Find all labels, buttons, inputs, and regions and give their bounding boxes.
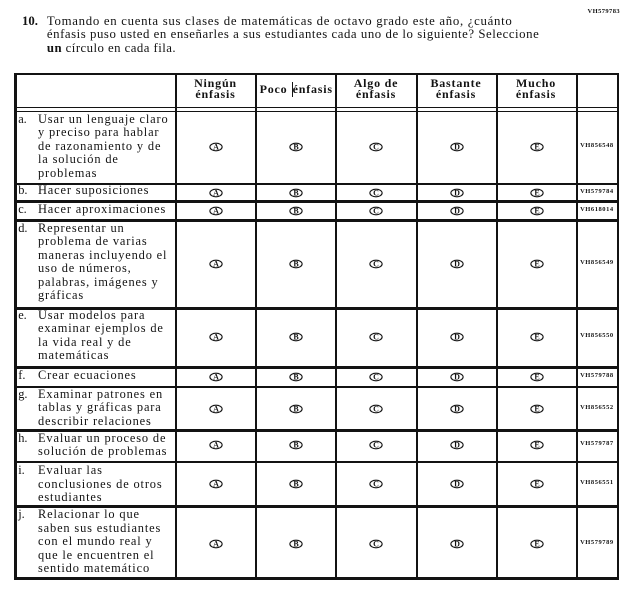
svg-text:C: C — [373, 207, 379, 216]
svg-text:A: A — [213, 404, 219, 413]
svg-text:C: C — [373, 333, 379, 342]
svg-text:A: A — [213, 373, 219, 382]
svg-text:B: B — [293, 188, 299, 197]
svg-text:D: D — [454, 260, 460, 269]
svg-text:A: A — [213, 539, 219, 548]
svg-text:A: A — [213, 207, 219, 216]
svg-text:A: A — [213, 441, 219, 450]
svg-text:C: C — [373, 143, 379, 152]
svg-text:C: C — [373, 373, 379, 382]
svg-text:E: E — [534, 188, 539, 197]
svg-text:C: C — [373, 441, 379, 450]
svg-text:E: E — [534, 333, 539, 342]
svg-text:E: E — [534, 480, 539, 489]
svg-text:D: D — [454, 188, 460, 197]
svg-text:C: C — [373, 188, 379, 197]
svg-text:E: E — [534, 143, 539, 152]
svg-text:D: D — [454, 373, 460, 382]
svg-text:C: C — [373, 539, 379, 548]
svg-text:B: B — [293, 404, 299, 413]
svg-text:D: D — [454, 441, 460, 450]
svg-text:B: B — [293, 207, 299, 216]
svg-text:E: E — [534, 441, 539, 450]
svg-text:A: A — [213, 143, 219, 152]
svg-text:C: C — [373, 260, 379, 269]
svg-text:E: E — [534, 404, 539, 413]
svg-text:B: B — [293, 333, 299, 342]
svg-text:B: B — [293, 373, 299, 382]
svg-text:D: D — [454, 333, 460, 342]
svg-text:E: E — [534, 207, 539, 216]
svg-text:A: A — [213, 188, 219, 197]
svg-text:C: C — [373, 480, 379, 489]
svg-text:D: D — [454, 143, 460, 152]
svg-text:D: D — [454, 480, 460, 489]
svg-text:E: E — [534, 260, 539, 269]
svg-text:B: B — [293, 539, 299, 548]
svg-text:C: C — [373, 404, 379, 413]
svg-text:B: B — [293, 143, 299, 152]
svg-text:D: D — [454, 539, 460, 548]
svg-text:B: B — [293, 441, 299, 450]
svg-text:E: E — [534, 373, 539, 382]
svg-text:D: D — [454, 404, 460, 413]
svg-text:B: B — [293, 260, 299, 269]
svg-text:A: A — [213, 480, 219, 489]
svg-text:D: D — [454, 207, 460, 216]
svg-text:E: E — [534, 539, 539, 548]
svg-text:B: B — [293, 480, 299, 489]
svg-text:A: A — [213, 333, 219, 342]
svg-text:A: A — [213, 260, 219, 269]
